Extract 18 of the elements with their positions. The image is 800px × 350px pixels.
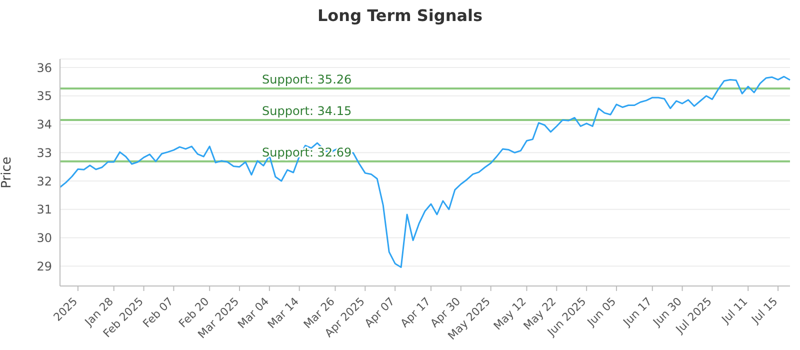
y-tick-label: 35 [36,89,52,104]
line-series [59,76,791,268]
y-tick-label: 36 [36,60,52,75]
y-axis-title: Price [0,156,15,188]
x-tick-label: Jul 11 [718,294,750,327]
ref-line-label: Support: 35.26 [262,72,352,87]
x-tick-label: Jun 17 [620,294,654,330]
y-tick-label: 31 [36,202,52,217]
x-tick-label: Apr 07 [362,294,398,330]
y-tick-label: 34 [36,118,52,132]
chart-title: Long Term Signals [316,6,484,25]
ref-line-label: Support: 34.15 [262,104,352,118]
x-tick-label: Jun 05 [584,294,619,330]
y-tick-label: 32 [36,174,52,188]
y-tick-label: 29 [36,259,52,274]
x-tick-label: Jul 15 [748,294,780,327]
y-tick-label: 33 [36,146,52,160]
y-tick-label: 30 [36,231,52,246]
